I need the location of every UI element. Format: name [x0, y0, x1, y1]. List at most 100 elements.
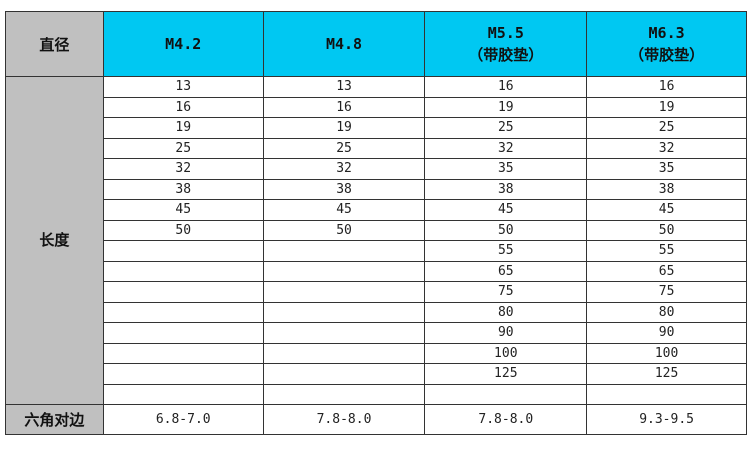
- table-cell: [102, 301, 264, 323]
- table-row: 80 80: [6, 301, 747, 323]
- table-cell: 25: [102, 137, 264, 159]
- footer-cell: 9.3-9.5: [586, 404, 747, 435]
- table-row: [6, 383, 747, 405]
- table-row: 100 100: [6, 342, 747, 364]
- table-cell: 50: [102, 219, 264, 241]
- table-cell: 45: [586, 199, 747, 221]
- table-cell: 16: [586, 76, 747, 98]
- spec-table: 直径 M4.2 M4.8 M5.5 （带胶垫） M6.3 （带胶垫） 长度 13 13 1…: [5, 11, 747, 435]
- table-row: 25 25 32 32: [6, 137, 747, 159]
- footer-row: 六角对边 6.8-7.0 7.8-8.0 7.8-8.0 9.3-9.5: [5, 404, 747, 435]
- table-cell: [102, 260, 264, 282]
- table-cell: 19: [102, 117, 264, 139]
- hex-across-flats-label: 六角对边: [5, 404, 104, 435]
- table-cell: 32: [424, 137, 588, 159]
- col-name: M5.5: [487, 24, 524, 42]
- table-cell: 75: [586, 281, 747, 303]
- table-cell: [262, 342, 426, 364]
- table-cell: 25: [424, 117, 588, 139]
- table-row: 19 19 25 25: [6, 117, 747, 139]
- table-cell: 13: [102, 76, 264, 98]
- table-cell: 50: [424, 219, 588, 241]
- length-label: 长度: [5, 76, 104, 405]
- table-cell: [262, 260, 426, 282]
- table-row: 38 38 38 38: [6, 178, 747, 200]
- table-cell: 55: [424, 240, 588, 262]
- table-cell: 25: [262, 137, 426, 159]
- table-cell: 90: [424, 322, 588, 344]
- table-row: 32 32 35 35: [6, 158, 747, 180]
- table-cell: 38: [424, 178, 588, 200]
- col-name: M6.3: [648, 24, 685, 42]
- table-cell: [262, 240, 426, 262]
- table-cell: [102, 342, 264, 364]
- table-cell: 45: [262, 199, 426, 221]
- table-cell: [262, 322, 426, 344]
- table-row: 75 75: [6, 281, 747, 303]
- footer-cell: 7.8-8.0: [262, 404, 426, 435]
- table-cell: [262, 383, 426, 405]
- table-cell: 80: [424, 301, 588, 323]
- table-cell: 19: [586, 96, 747, 118]
- table-cell: 35: [424, 158, 588, 180]
- table-cell: [424, 383, 588, 405]
- table-cell: 19: [262, 117, 426, 139]
- table-cell: 38: [262, 178, 426, 200]
- table-row: 45 45 45 45: [6, 199, 747, 221]
- table-cell: [262, 301, 426, 323]
- table-cell: 38: [586, 178, 747, 200]
- footer-cell: 7.8-8.0: [424, 404, 588, 435]
- col-note: （带胶垫）: [468, 46, 544, 64]
- table-cell: 32: [586, 137, 747, 159]
- table-cell: [102, 322, 264, 344]
- table-cell: [102, 240, 264, 262]
- diameter-label: 直径: [5, 11, 104, 77]
- table-cell: [102, 281, 264, 303]
- table-cell: 75: [424, 281, 588, 303]
- table-cell: 100: [424, 342, 588, 364]
- table-cell: 100: [586, 342, 747, 364]
- col-header: M5.5 （带胶垫）: [424, 11, 588, 77]
- table-cell: 16: [262, 96, 426, 118]
- col-header: M6.3 （带胶垫）: [586, 11, 747, 77]
- table-row: 50 50 50 50: [6, 219, 747, 241]
- table-cell: 65: [424, 260, 588, 282]
- table-cell: [586, 383, 747, 405]
- table-cell: 125: [586, 363, 747, 385]
- table-cell: 50: [586, 219, 747, 241]
- table-cell: 80: [586, 301, 747, 323]
- table-cell: 90: [586, 322, 747, 344]
- table-cell: 38: [102, 178, 264, 200]
- table-cell: [102, 383, 264, 405]
- table-cell: 13: [262, 76, 426, 98]
- table-cell: [262, 363, 426, 385]
- table-cell: 125: [424, 363, 588, 385]
- col-name: M4.8: [325, 35, 363, 53]
- col-note: （带胶垫）: [629, 46, 705, 64]
- table-row: 长度 13 13 16 16: [5, 76, 747, 405]
- table-cell: [262, 281, 426, 303]
- table-cell: 16: [102, 96, 264, 118]
- table-cell: 65: [586, 260, 747, 282]
- table-cell: 25: [586, 117, 747, 139]
- table-cell: [102, 363, 264, 385]
- table-cell: 32: [262, 158, 426, 180]
- table-cell: 45: [424, 199, 588, 221]
- footer-cell: 6.8-7.0: [102, 404, 264, 435]
- col-header: M4.8: [262, 11, 426, 77]
- table-row: 125 125: [6, 363, 747, 385]
- header-row: 直径 M4.2 M4.8 M5.5 （带胶垫） M6.3 （带胶垫）: [5, 11, 747, 77]
- table-cell: 16: [424, 76, 588, 98]
- table-cell: 35: [586, 158, 747, 180]
- table-row: 16 16 19 19: [6, 96, 747, 118]
- col-name: M4.2: [165, 35, 202, 53]
- table-cell: 55: [586, 240, 747, 262]
- table-row: 65 65: [6, 260, 747, 282]
- col-header: M4.2: [102, 11, 264, 77]
- table-row: 90 90: [6, 322, 747, 344]
- table-cell: 19: [424, 96, 588, 118]
- table-cell: 32: [102, 158, 264, 180]
- table-row: 55 55: [6, 240, 747, 262]
- table-cell: 50: [262, 219, 426, 241]
- table-cell: 45: [102, 199, 264, 221]
